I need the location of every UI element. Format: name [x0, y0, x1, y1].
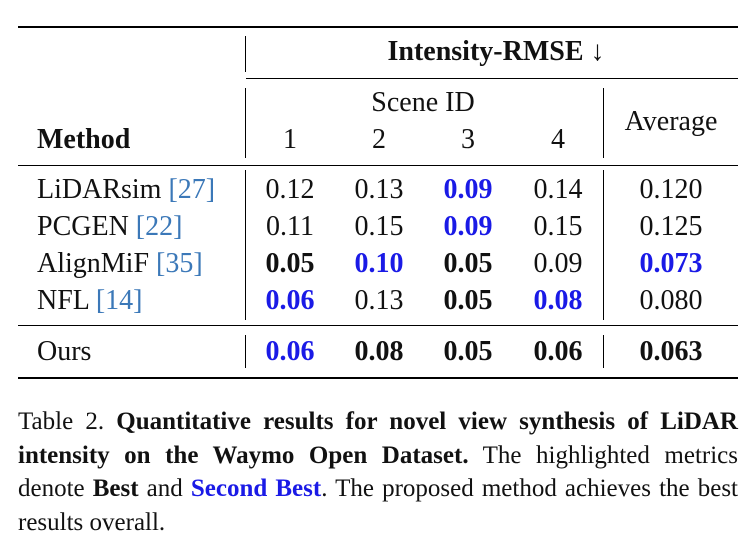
- scene-id-1: 1: [283, 124, 297, 155]
- method-divider-header: [245, 88, 247, 158]
- citation-ref[interactable]: [22]: [135, 211, 183, 242]
- bottom-rule: [18, 377, 738, 379]
- method-name: NFL [14]: [37, 285, 143, 317]
- scene-id-4: 4: [551, 124, 565, 155]
- metric-value: 0.13: [354, 174, 404, 205]
- caption-text-3: . The proposed method achieves the best …: [18, 475, 738, 536]
- top-rule: [18, 26, 738, 28]
- group-header: Intensity-RMSE ↓: [387, 36, 605, 67]
- caption-second-best: Second Best: [190, 475, 322, 502]
- caption-label: Table 2.: [18, 408, 117, 435]
- scene-id-header: Scene ID: [371, 87, 475, 118]
- metric-value: 0.15: [354, 211, 404, 242]
- average-value: 0.125: [639, 211, 703, 242]
- average-divider-body: [603, 170, 605, 320]
- metric-value: 0.05: [265, 248, 315, 279]
- metric-value: 0.08: [533, 285, 583, 316]
- citation-ref[interactable]: [14]: [95, 285, 143, 316]
- metric-value: 0.05: [443, 336, 493, 367]
- metric-value: 0.08: [354, 336, 404, 367]
- metric-value: 0.13: [354, 285, 404, 316]
- metric-value: 0.15: [533, 211, 583, 242]
- method-header: Method: [37, 124, 131, 155]
- metric-value: 0.12: [265, 174, 315, 205]
- group-header-rule: [246, 78, 738, 79]
- method-label: LiDARsim: [37, 174, 169, 205]
- scene-id-2: 2: [372, 124, 386, 155]
- method-divider-body: [245, 170, 247, 320]
- average-value: 0.080: [639, 285, 703, 316]
- scene-id-3: 3: [461, 124, 475, 155]
- table-caption: Table 2. Quantitative results for novel …: [18, 405, 738, 539]
- method-label: NFL: [37, 285, 96, 316]
- metric-value: 0.10: [354, 248, 404, 279]
- ours-separator-rule: [18, 325, 738, 327]
- metric-value: 0.14: [533, 174, 583, 205]
- caption-best: Best: [92, 475, 139, 502]
- average-value: 0.063: [639, 336, 703, 367]
- method-name: AlignMiF [35]: [37, 248, 203, 280]
- citation-ref[interactable]: [27]: [168, 174, 216, 205]
- citation-ref[interactable]: [35]: [156, 248, 203, 279]
- metric-value: 0.05: [443, 285, 493, 316]
- metric-value: 0.05: [443, 248, 493, 279]
- metric-value: 0.06: [265, 285, 315, 316]
- method-name-ours: Ours: [37, 336, 92, 367]
- metric-value: 0.09: [443, 174, 493, 205]
- metric-value: 0.06: [533, 336, 583, 367]
- caption-text-1: The highlighted metrics denote: [18, 441, 738, 503]
- method-name: LiDARsim [27]: [37, 174, 215, 206]
- average-divider-ours: [603, 335, 605, 368]
- metric-value: 0.09: [533, 248, 583, 279]
- metric-value: 0.09: [443, 211, 493, 242]
- caption-text-2: and: [138, 475, 191, 502]
- average-header: Average: [624, 106, 718, 137]
- average-value: 0.073: [639, 248, 703, 279]
- method-name: PCGEN [22]: [37, 211, 182, 243]
- average-value: 0.120: [639, 174, 703, 205]
- method-label: AlignMiF: [37, 248, 157, 279]
- metric-value: 0.06: [265, 336, 315, 367]
- caption-title: Quantitative results for novel view synt…: [18, 408, 738, 469]
- header-bottom-rule: [18, 165, 738, 167]
- method-divider-ours: [245, 335, 247, 368]
- method-divider-top: [245, 36, 247, 72]
- average-divider-header: [603, 88, 605, 158]
- metric-value: 0.11: [266, 211, 314, 242]
- method-label: PCGEN: [37, 211, 136, 242]
